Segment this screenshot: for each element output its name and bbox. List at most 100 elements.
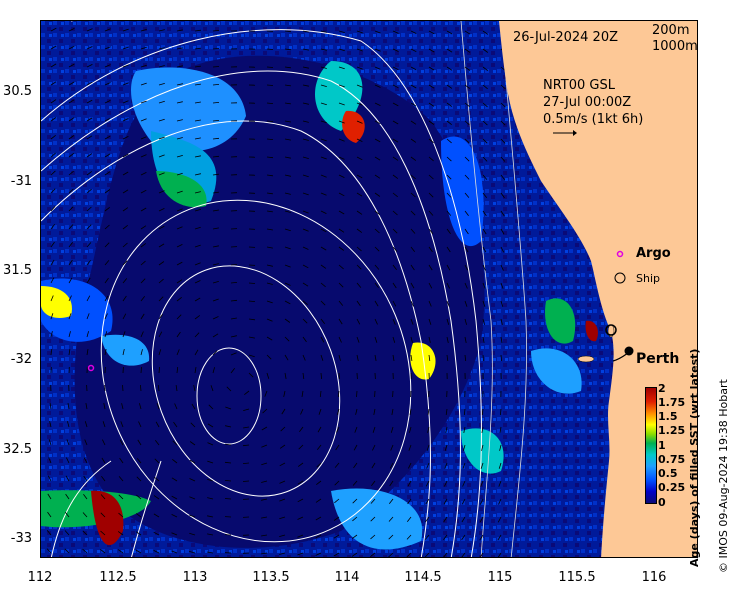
perth-city-dot[interactable] xyxy=(623,345,635,357)
current-vector xyxy=(122,295,127,302)
current-vector xyxy=(261,426,268,431)
current-vector xyxy=(356,210,363,215)
current-vector xyxy=(320,336,325,343)
y-tick-label: -32 xyxy=(10,352,32,367)
x-tick-label: 114 xyxy=(334,570,360,585)
sst-age-map[interactable] xyxy=(41,21,698,558)
current-vector xyxy=(374,102,381,106)
current-vector xyxy=(428,48,435,53)
current-vector xyxy=(356,174,363,179)
current-vector xyxy=(86,349,89,356)
current-vector xyxy=(122,207,129,212)
current-vector xyxy=(212,84,220,86)
current-vector xyxy=(388,516,394,522)
current-vector xyxy=(371,480,376,487)
current-vector xyxy=(50,152,56,158)
current-vector xyxy=(445,426,448,433)
current-vector xyxy=(446,354,449,362)
current-vector xyxy=(284,336,290,342)
current-vector xyxy=(428,66,435,71)
current-vector xyxy=(194,209,201,212)
current-vector xyxy=(302,174,309,178)
current-vector xyxy=(104,295,109,302)
current-vector xyxy=(374,246,380,252)
current-vector xyxy=(482,318,485,325)
current-vector xyxy=(191,403,196,410)
current-vector xyxy=(315,552,322,556)
current-vector xyxy=(158,65,165,68)
current-vector xyxy=(463,408,466,416)
current-vector xyxy=(410,246,416,252)
current-vector xyxy=(104,260,110,266)
current-vector xyxy=(284,156,291,159)
current-vector xyxy=(86,331,89,338)
current-vector xyxy=(428,138,434,144)
ship-track-marker[interactable] xyxy=(602,321,620,339)
current-vector xyxy=(68,224,74,230)
current-vector xyxy=(47,493,52,500)
current-vector xyxy=(302,138,309,141)
current-vector xyxy=(119,457,124,464)
current-vector xyxy=(266,48,274,50)
current-vector xyxy=(284,318,291,323)
current-vector xyxy=(356,318,361,325)
current-vector xyxy=(500,102,506,108)
current-vector xyxy=(176,47,183,50)
current-vector xyxy=(279,534,286,537)
current-vector xyxy=(446,192,452,198)
current-vector xyxy=(446,48,453,53)
ship-marker-icon xyxy=(614,272,626,284)
current-vector xyxy=(153,513,160,518)
current-vector xyxy=(464,138,470,144)
current-vector xyxy=(317,426,322,433)
current-vector xyxy=(84,439,88,446)
current-vector xyxy=(302,120,309,123)
current-vector xyxy=(302,66,309,69)
current-vector xyxy=(48,439,52,446)
current-vector xyxy=(351,552,358,557)
current-vector xyxy=(374,210,380,216)
current-vector xyxy=(374,120,381,125)
current-vector xyxy=(461,534,466,541)
current-vector xyxy=(176,29,183,32)
current-vector xyxy=(86,81,93,86)
current-vector xyxy=(140,384,142,392)
current-vector xyxy=(482,246,487,253)
current-vector xyxy=(158,172,165,176)
current-vector xyxy=(194,297,201,302)
argo-float-marker[interactable] xyxy=(86,363,96,373)
current-vector xyxy=(136,458,142,464)
current-vector xyxy=(338,84,345,88)
current-vector xyxy=(266,210,273,213)
current-vector xyxy=(320,156,327,160)
current-vector xyxy=(248,354,255,358)
current-vector xyxy=(498,480,502,487)
current-vector xyxy=(446,30,453,35)
current-vector xyxy=(284,246,291,250)
current-vector xyxy=(410,228,416,234)
current-vector xyxy=(49,421,52,428)
current-vector xyxy=(392,120,399,125)
current-vector xyxy=(212,66,220,68)
current-vector xyxy=(104,349,107,356)
current-vector xyxy=(301,390,304,397)
current-vector xyxy=(428,264,433,271)
current-vector xyxy=(392,156,399,161)
current-vector xyxy=(374,30,381,34)
current-vector xyxy=(464,66,471,71)
current-vector xyxy=(279,480,286,484)
current-vector xyxy=(334,462,340,468)
colorbar-tick: 0.5 xyxy=(658,467,678,480)
current-vector xyxy=(428,246,433,253)
map-frame xyxy=(40,20,698,558)
current-vector xyxy=(135,531,142,536)
current-vector xyxy=(176,208,183,212)
current-vector xyxy=(374,318,378,325)
current-vector xyxy=(50,134,56,140)
colorbar-tick: 1 xyxy=(658,439,666,452)
current-vector xyxy=(482,138,488,144)
current-product-label: NRT00 GSL xyxy=(543,78,615,93)
current-vector xyxy=(338,318,343,325)
current-vector xyxy=(374,48,381,52)
current-vector xyxy=(388,498,394,504)
